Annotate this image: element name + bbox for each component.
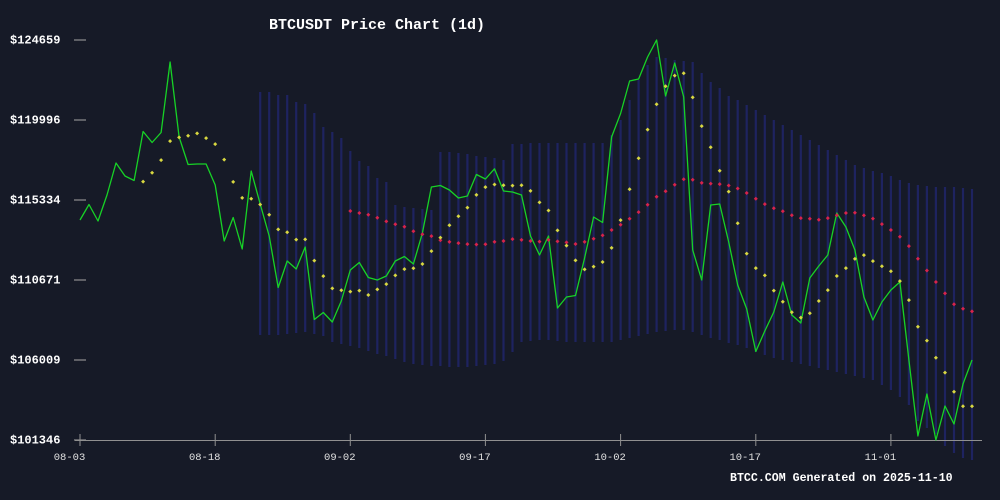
svg-text:08-18: 08-18 xyxy=(189,452,221,464)
svg-text:08-03: 08-03 xyxy=(54,452,86,464)
svg-text:$110671: $110671 xyxy=(10,274,60,288)
svg-text:09-17: 09-17 xyxy=(459,452,491,464)
svg-text:BTCUSDT Price Chart (1d): BTCUSDT Price Chart (1d) xyxy=(269,17,485,34)
svg-text:10-02: 10-02 xyxy=(594,452,626,464)
svg-text:11-01: 11-01 xyxy=(865,452,897,464)
svg-text:$119996: $119996 xyxy=(10,114,60,128)
svg-text:$124659: $124659 xyxy=(10,34,60,48)
svg-text:10-17: 10-17 xyxy=(729,452,761,464)
svg-text:09-02: 09-02 xyxy=(324,452,356,464)
svg-text:$115334: $115334 xyxy=(10,194,60,208)
svg-text:$106009: $106009 xyxy=(10,354,60,368)
svg-text:$101346: $101346 xyxy=(10,434,60,448)
svg-text:BTCC.COM Generated on 2025-11-: BTCC.COM Generated on 2025-11-10 xyxy=(730,472,953,485)
